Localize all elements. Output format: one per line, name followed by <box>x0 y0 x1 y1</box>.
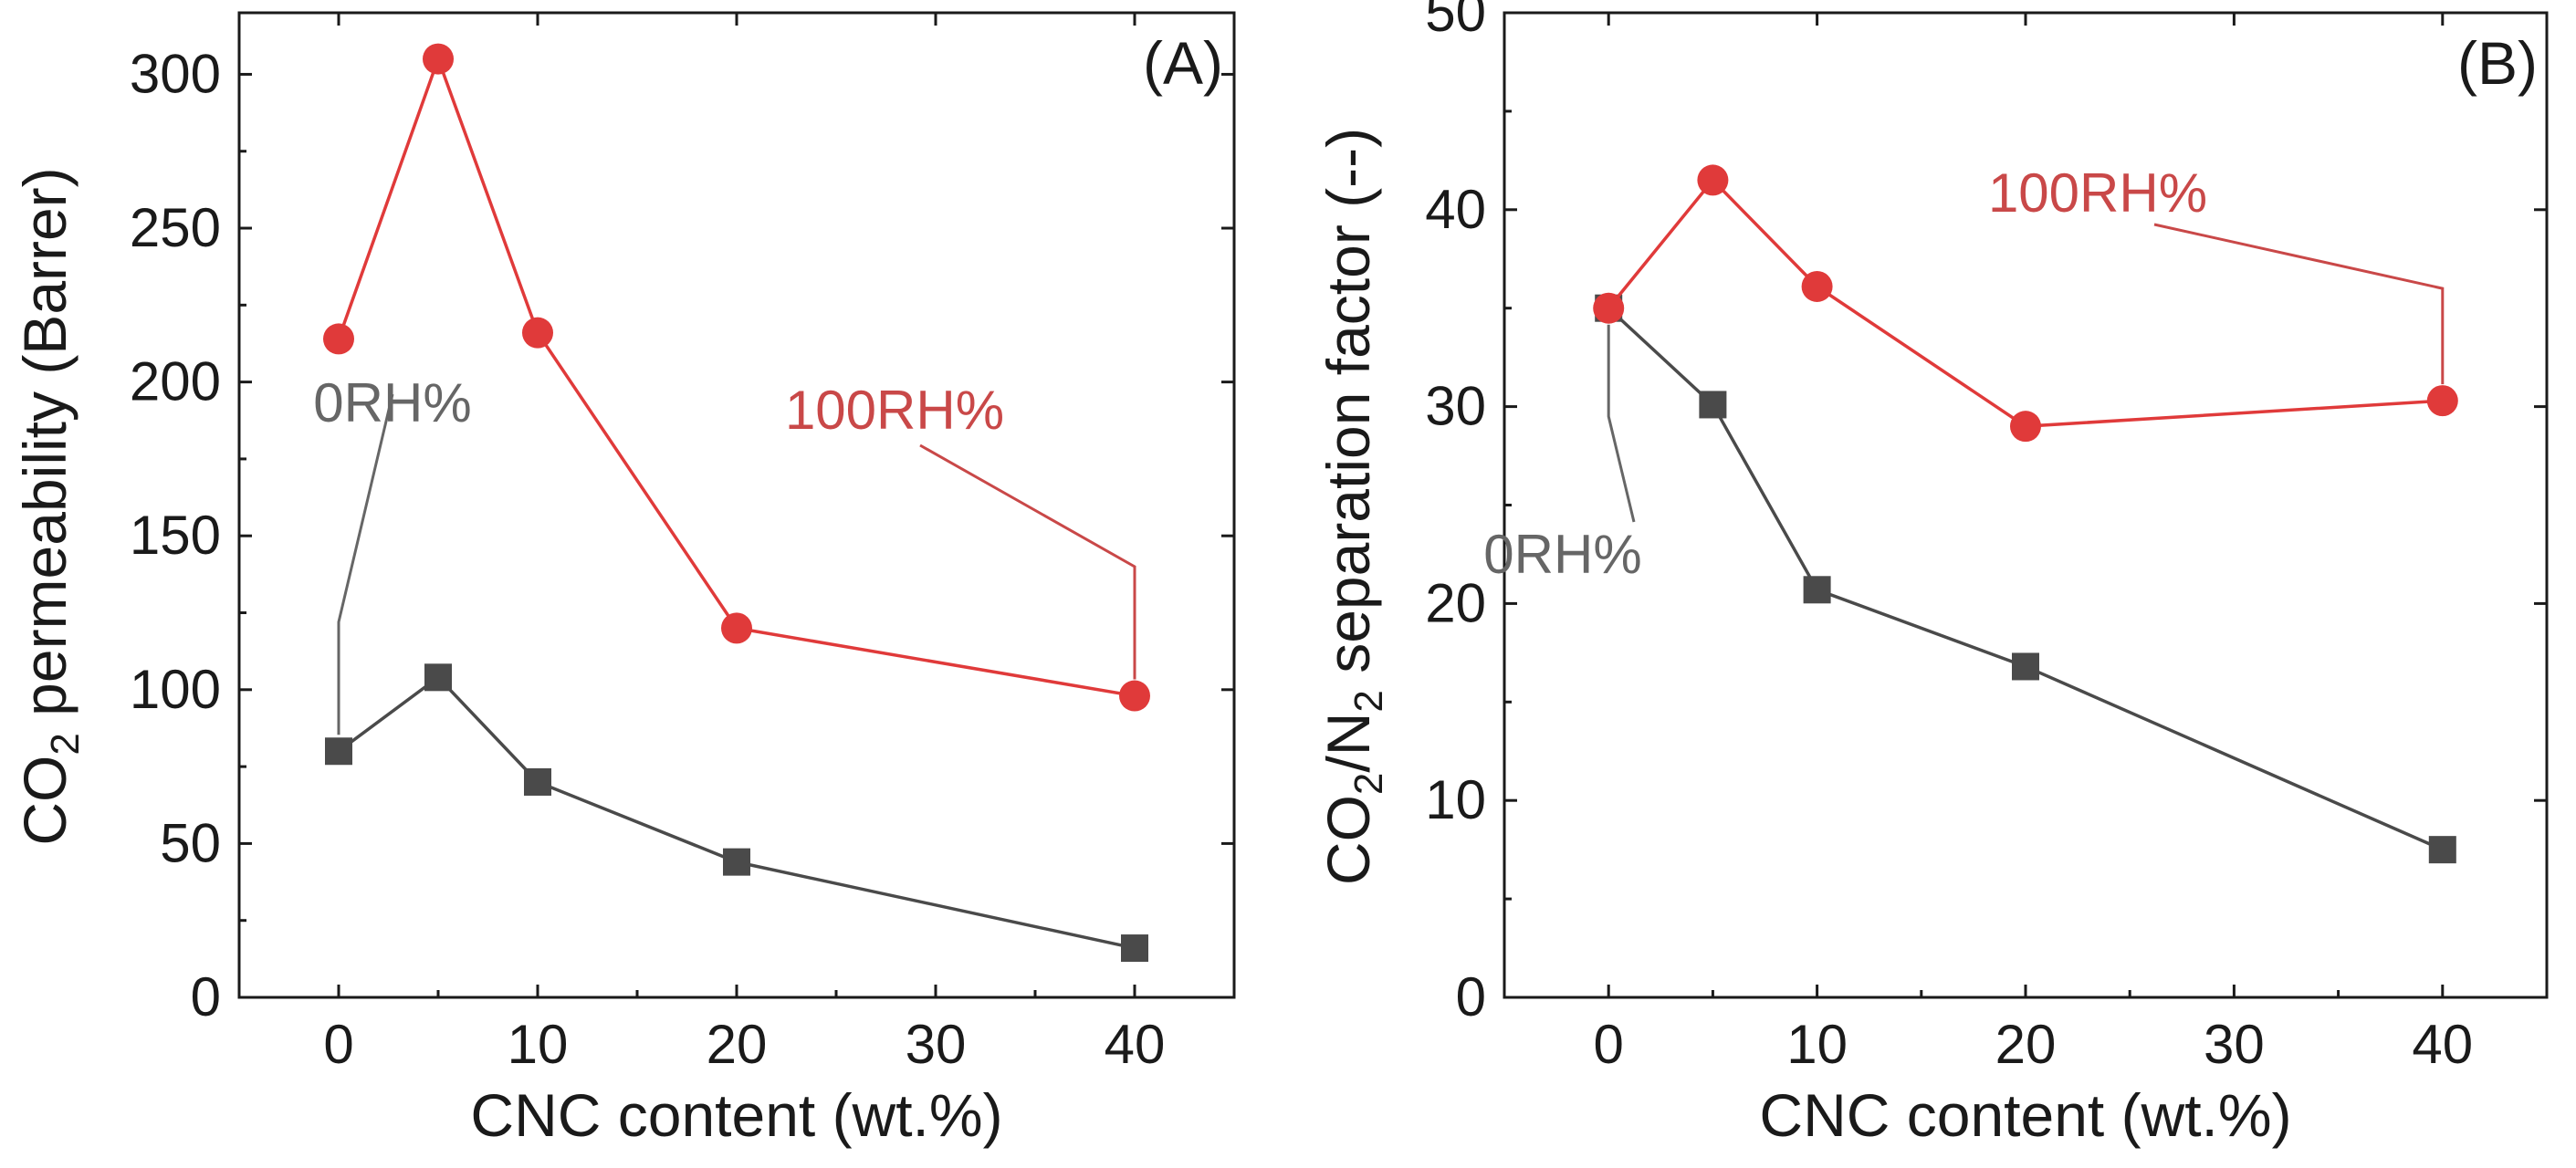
data-point-circle <box>2426 385 2458 417</box>
data-point-circle <box>1593 292 1625 324</box>
y-tick-label: 250 <box>130 197 221 258</box>
y-tick-label: 0 <box>191 966 221 1027</box>
series-100rhpct <box>323 43 1150 712</box>
data-point-circle <box>721 612 752 644</box>
y-tick-label: 40 <box>1425 179 1486 240</box>
leader-line-0rh <box>337 393 394 735</box>
data-point-square <box>1803 576 1831 604</box>
data-point-square <box>524 767 551 796</box>
leader-line-100rh <box>919 443 1136 680</box>
series-line <box>1607 307 2444 851</box>
data-point-circle <box>423 43 454 75</box>
y-axis-label-subscript: 2 <box>1346 773 1391 795</box>
y-axis-label-subscript: 2 <box>1346 690 1391 712</box>
x-tick-label: 20 <box>707 1014 768 1075</box>
y-tick-label: 30 <box>1425 376 1486 437</box>
series-0rhpct <box>325 663 1148 963</box>
data-point-square <box>1699 391 1727 419</box>
data-point-square <box>723 848 750 876</box>
x-axis-label: CNC content (wt.%) <box>1759 1081 2291 1149</box>
y-tick-label: 10 <box>1425 769 1486 830</box>
series-100rhpct <box>1593 164 2458 443</box>
data-point-square <box>2012 652 2039 681</box>
chart-panel-b: 0 10 20 30 40 0 10 20 30 40 50 CNC content (wt.%) CO… <box>1314 0 2549 1149</box>
panel-label: (B) <box>2457 29 2538 97</box>
data-point-square <box>325 737 352 766</box>
data-point-square <box>2428 836 2456 864</box>
data-point-circle <box>1801 270 1833 302</box>
data-point-square <box>424 663 452 692</box>
y-axis-label-part: CO <box>11 756 79 846</box>
y-axis-label-part: permeability (Barrer) <box>11 167 79 733</box>
x-tick-label: 10 <box>508 1014 569 1075</box>
annotation-0rhpct: 0RH% <box>1483 524 1641 585</box>
y-tick-label: 50 <box>160 812 221 873</box>
y-tick-label: 50 <box>1425 0 1486 43</box>
x-axis-label: CNC content (wt.%) <box>470 1081 1002 1149</box>
data-point-circle <box>2010 411 2041 443</box>
y-tick-label: 20 <box>1425 572 1486 633</box>
y-tick-label: 200 <box>130 351 221 412</box>
y-axis-label: CO2 permeability (Barrer) <box>11 167 88 845</box>
x-tick-label: 40 <box>1105 1014 1166 1075</box>
x-tick-label: 40 <box>2412 1014 2473 1075</box>
plot-frame <box>1503 11 2549 999</box>
data-point-circle <box>1697 164 1729 196</box>
x-tick-label: 20 <box>1995 1014 2057 1075</box>
data-point-circle <box>323 323 354 355</box>
series-line <box>337 674 1136 950</box>
y-axis-label-subscript: 2 <box>43 733 88 755</box>
x-tick-label: 10 <box>1786 1014 1848 1075</box>
x-tick-label: 0 <box>323 1014 353 1075</box>
chart-panel-a: 0 10 20 30 40 0 50 100 150 200 250 300 CNC content (… <box>11 11 1236 1149</box>
data-point-circle <box>1119 680 1150 712</box>
annotation-0rhpct: 0RH% <box>313 372 471 433</box>
y-axis-label-part: separation factor (--) <box>1314 128 1382 690</box>
y-axis-label-part: CO <box>1314 795 1382 885</box>
x-tick-label: 0 <box>1594 1014 1624 1075</box>
data-point-square <box>1121 934 1148 963</box>
x-tick-label: 30 <box>906 1014 967 1075</box>
series-0rhpct <box>1595 294 2456 864</box>
data-point-circle <box>522 317 553 349</box>
y-axis-label: CO2/N2 separation factor (--) <box>1314 128 1391 885</box>
y-tick-label: 300 <box>130 43 221 104</box>
y-axis-label-part: /N <box>1314 713 1382 773</box>
x-tick-label: 30 <box>2204 1014 2265 1075</box>
y-tick-label: 100 <box>130 659 221 720</box>
panel-label: (A) <box>1143 29 1223 97</box>
y-tick-label: 150 <box>130 505 221 566</box>
leader-line-100rh <box>2153 223 2445 385</box>
annotation-100rhpct: 100RH% <box>1988 162 2207 224</box>
y-tick-label: 0 <box>1456 966 1486 1027</box>
annotation-100rhpct: 100RH% <box>785 380 1004 441</box>
leader-line-0rh <box>1607 324 1636 523</box>
